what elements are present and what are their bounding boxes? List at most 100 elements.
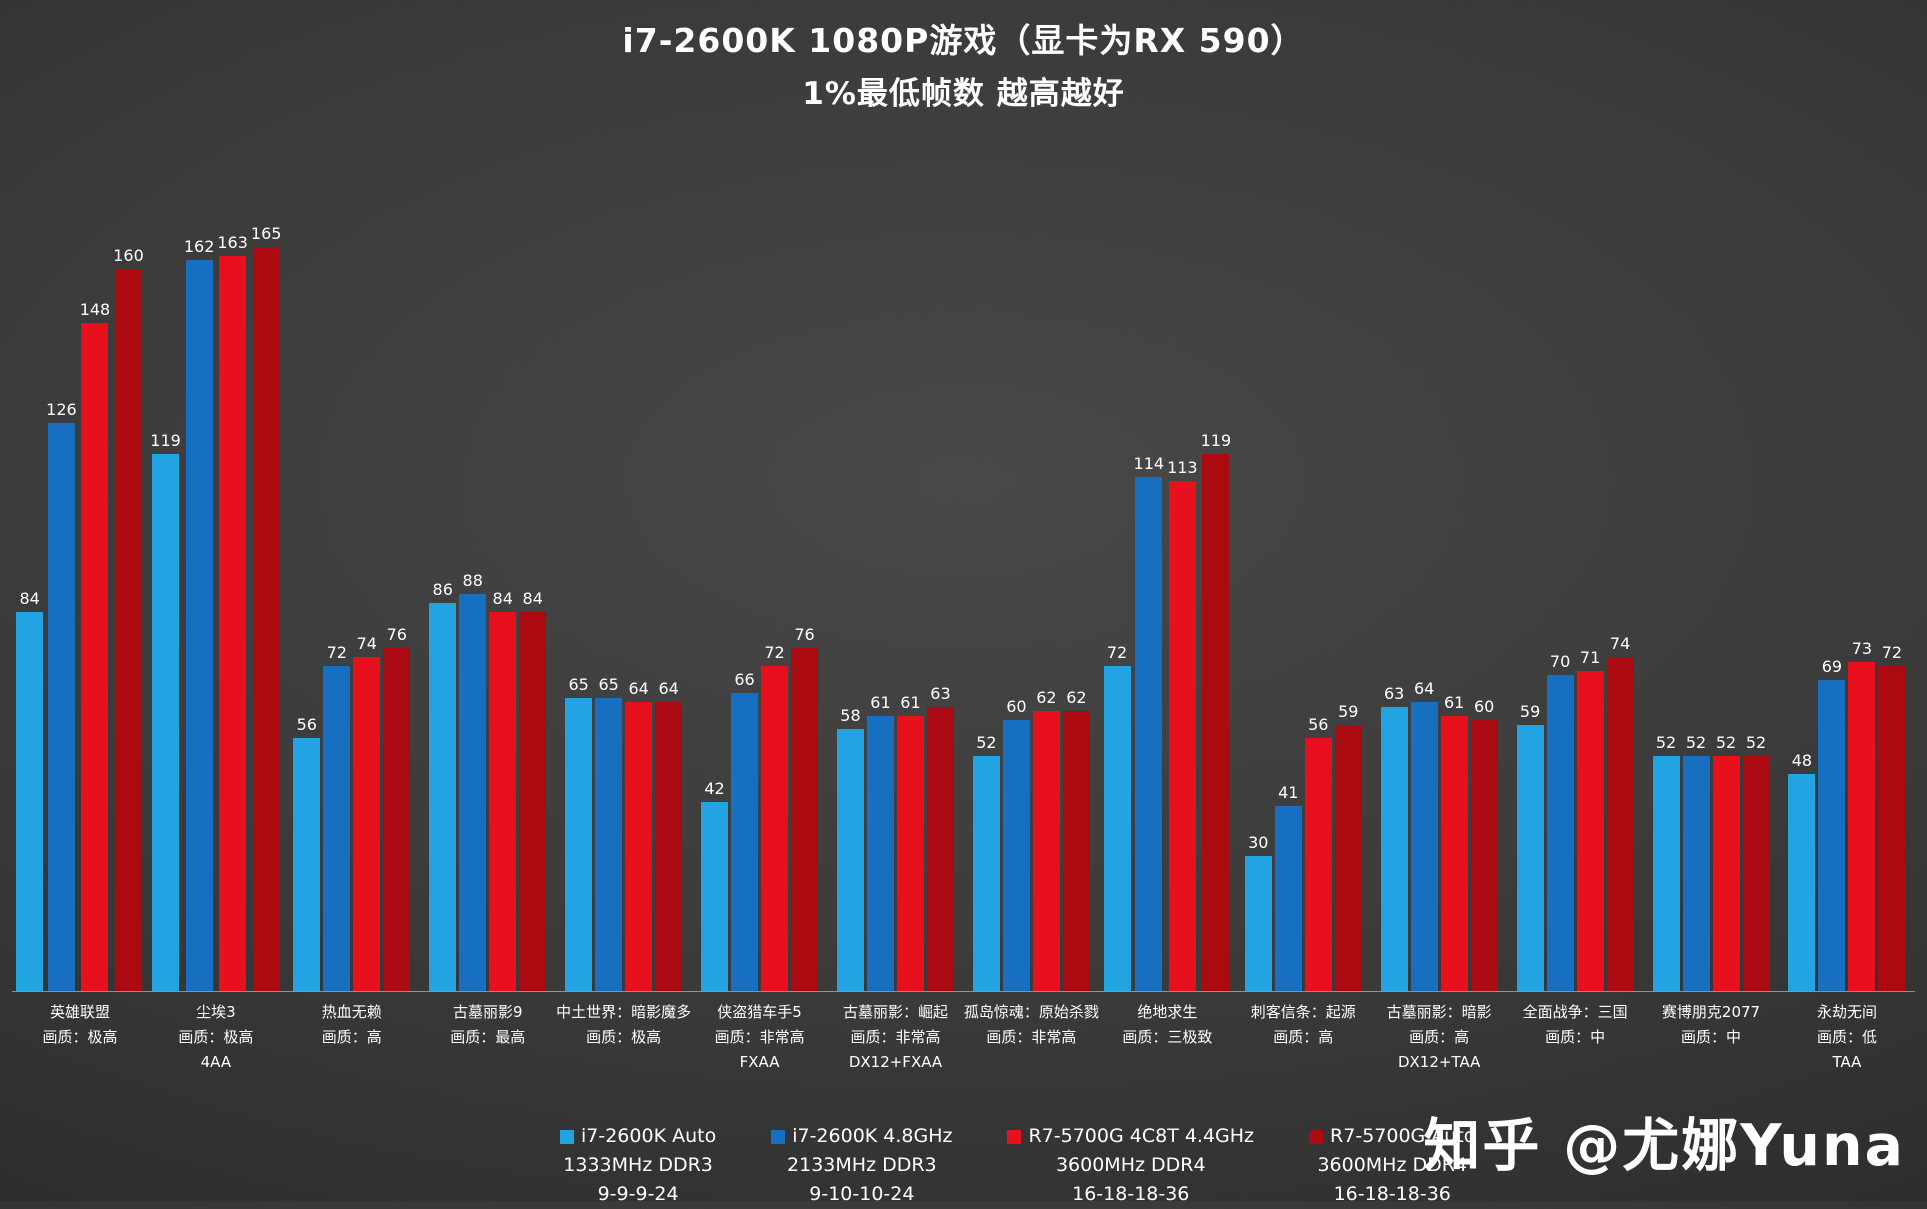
bar — [353, 657, 381, 991]
bar-value-label: 58 — [840, 706, 861, 725]
category-label-line: DX12+FXAA — [848, 1052, 943, 1071]
bar-wrap: 72 — [323, 643, 351, 991]
legend-name-row: i7-2600K 4.8GHz — [771, 1122, 952, 1151]
bar-value-label: 119 — [1200, 431, 1232, 450]
bar-wrap: 59 — [1516, 702, 1544, 991]
bar-wrap: 114 — [1133, 454, 1165, 991]
bar-wrap: 64 — [625, 679, 653, 991]
bar-wrap: 69 — [1818, 657, 1846, 991]
bar-wrap: 74 — [353, 634, 381, 991]
bar-wrap: 72 — [1103, 643, 1131, 991]
bar — [1032, 711, 1060, 991]
bar — [1742, 756, 1770, 991]
bar — [1712, 756, 1740, 991]
category-label-line: 画质：高 — [321, 1027, 382, 1046]
bar-value-label: 59 — [1519, 702, 1541, 721]
bar-value-label: 42 — [704, 779, 725, 798]
bar — [1202, 454, 1230, 991]
bar — [152, 454, 180, 991]
bar-value-label: 52 — [1655, 733, 1677, 752]
legend-item: i7-2600K Auto 1333MHz DDR3 9-9-9-24 — [560, 1122, 716, 1209]
bar-value-label: 56 — [296, 715, 317, 734]
watermark: 知乎 @尤娜Yuna — [1423, 1113, 1905, 1179]
legend-sub-label: 3600MHz DDR4 — [1317, 1154, 1468, 1176]
bar — [1576, 671, 1604, 991]
bar-value-label: 71 — [1579, 648, 1601, 667]
bar — [1606, 657, 1634, 991]
bar — [1848, 662, 1876, 991]
category-label-line: 英雄联盟 — [49, 1003, 110, 1021]
bar-wrap: 42 — [701, 779, 729, 991]
category-label-line: 刺客信条：起源 — [1250, 1003, 1356, 1021]
bar-value-label: 65 — [568, 675, 589, 694]
bar-group: 42 66 72 76 — [692, 179, 828, 991]
category-label-line: 古墓丽影9 — [452, 1003, 523, 1021]
bar-group: 65 65 64 64 — [556, 179, 692, 991]
bar — [383, 648, 411, 991]
bar-value-label: 69 — [1821, 657, 1843, 676]
bar — [1103, 666, 1131, 991]
bar-wrap: 59 — [1334, 702, 1362, 991]
bar-wrap: 126 — [46, 400, 77, 991]
bar-value-label: 60 — [1473, 697, 1495, 716]
legend-swatch — [1007, 1129, 1022, 1144]
bar-value-label: 65 — [598, 675, 619, 694]
legend-name-row: R7-5700G 4C8T 4.4GHz — [1007, 1122, 1254, 1151]
bar-wrap: 41 — [1274, 783, 1302, 991]
bar-wrap: 74 — [1606, 634, 1634, 991]
bar-wrap: 72 — [1878, 643, 1906, 991]
bar-value-label: 76 — [386, 625, 407, 644]
bar — [625, 702, 653, 991]
bar-value-label: 41 — [1278, 783, 1299, 802]
bar-wrap: 60 — [1470, 697, 1498, 991]
category-label-line: 画质：高 — [1409, 1027, 1470, 1046]
bar — [47, 423, 75, 991]
bar-value-label: 60 — [1006, 697, 1027, 716]
category-label: 刺客信条：起源 画质：高 — [1235, 1000, 1371, 1074]
legend-series-name: R7-5700G Auto — [1330, 1125, 1476, 1147]
bar — [1516, 725, 1544, 991]
bar-group: 119 162 163 165 — [148, 179, 284, 991]
bar — [926, 707, 954, 991]
bar-wrap: 119 — [1200, 431, 1232, 991]
category-label-line: 4AA — [200, 1052, 232, 1071]
category-label-line: 画质：三极致 — [1122, 1027, 1213, 1046]
bar-wrap: 163 — [217, 233, 248, 991]
bar-value-label: 64 — [658, 679, 679, 698]
bar-value-label: 30 — [1248, 833, 1269, 852]
bar-group: 59 70 71 74 — [1507, 179, 1643, 991]
bar-wrap: 52 — [1712, 733, 1740, 991]
bar-wrap: 165 — [251, 224, 281, 991]
category-label-line: 尘埃3 — [196, 1003, 236, 1021]
bar — [1410, 702, 1438, 991]
bar-value-label: 52 — [1745, 733, 1767, 752]
bar-group: 52 52 52 52 — [1643, 179, 1779, 991]
bar-value-label: 114 — [1133, 454, 1165, 473]
bar-wrap: 30 — [1244, 833, 1272, 991]
legend-swatch — [1309, 1129, 1324, 1144]
category-label-line: 永劫无间 — [1816, 1003, 1877, 1021]
bar-value-label: 119 — [150, 431, 181, 450]
bar-wrap: 65 — [595, 675, 623, 991]
legend-sub-label: 16-18-18-36 — [1072, 1183, 1190, 1205]
bar-group: 52 60 62 62 — [963, 179, 1099, 991]
bar-wrap: 70 — [1546, 652, 1574, 991]
category-label: 永劫无间 画质：低 TAA — [1779, 1000, 1915, 1074]
bar-wrap: 56 — [1304, 715, 1332, 991]
bar-group: 86 88 84 84 — [420, 179, 556, 991]
bar — [1002, 720, 1030, 991]
bar-wrap: 65 — [565, 675, 593, 991]
bar-wrap: 84 — [16, 589, 44, 991]
bar-value-label: 76 — [794, 625, 815, 644]
legend-name-row: i7-2600K Auto — [560, 1122, 716, 1151]
chart-title-line2: 1%最低帧数 越高越好 — [802, 76, 1125, 112]
bar-value-label: 86 — [432, 580, 453, 599]
bar — [252, 247, 280, 991]
bar-value-label: 61 — [1443, 693, 1465, 712]
bar-value-label: 113 — [1167, 458, 1198, 477]
bar-value-label: 74 — [1609, 634, 1631, 653]
bar — [1168, 481, 1196, 991]
bar-wrap: 73 — [1848, 639, 1876, 991]
bar-wrap: 88 — [459, 571, 487, 991]
category-label-line: FXAA — [739, 1052, 780, 1071]
